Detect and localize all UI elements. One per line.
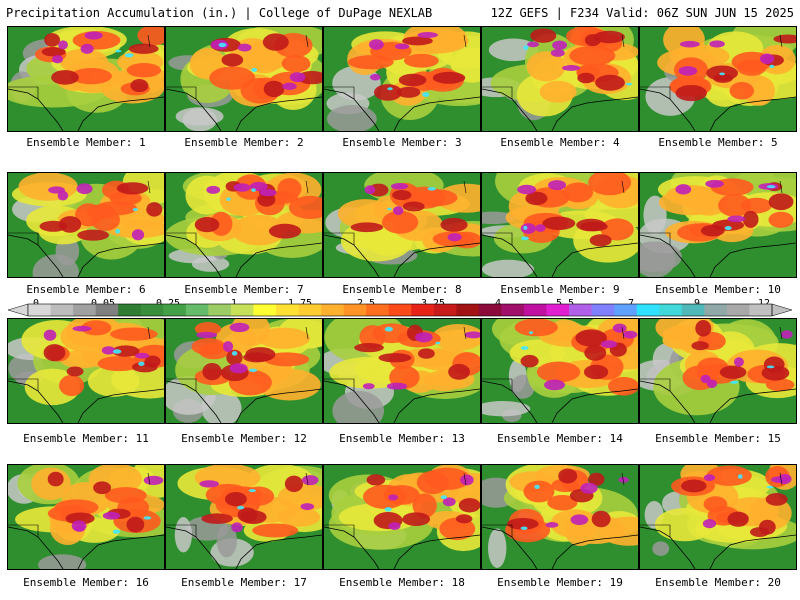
colorbar-segment [546,304,570,316]
ensemble-member-label: Ensemble Member: 10 [655,283,781,296]
ensemble-member-label: Ensemble Member: 14 [497,432,623,445]
colorbar-segment [230,304,254,316]
ensemble-panel-18 [323,464,481,570]
colorbar-segment [28,304,51,316]
ensemble-panel-11 [7,318,165,424]
colorbar-arrow-right [771,303,792,317]
colorbar-segment [185,304,209,316]
colorbar-segment [569,304,592,316]
colorbar-segment [366,304,390,316]
ensemble-panel-3 [323,26,481,132]
ensemble-panel-4 [481,26,639,132]
ensemble-panel-9 [481,172,639,278]
colorbar-tick-label: 1 [230,298,238,309]
colorbar-segment [50,304,74,316]
ensemble-member-label: Ensemble Member: 11 [23,432,149,445]
colorbar-segment [253,304,277,316]
colorbar-arrow-left [8,303,29,317]
ensemble-member-label: Ensemble Member: 12 [181,432,307,445]
ensemble-panel-13 [323,318,481,424]
ensemble-panel-5 [639,26,797,132]
colorbar-segment [208,304,232,316]
colorbar-segment [276,304,299,316]
colorbar-segment [140,304,164,316]
ensemble-panel-20 [639,464,797,570]
ensemble-member-label: Ensemble Member: 13 [339,432,465,445]
colorbar-tick-label: 2.5 [356,298,376,309]
ensemble-member-label: Ensemble Member: 3 [342,136,462,149]
ensemble-member-label: Ensemble Member: 20 [655,576,781,589]
ensemble-panel-12 [165,318,323,424]
ensemble-panel-10 [639,172,797,278]
ensemble-member-label: Ensemble Member: 5 [658,136,778,149]
ensemble-member-label: Ensemble Member: 19 [497,576,623,589]
colorbar-segment [614,304,638,316]
ensemble-panel-17 [165,464,323,570]
ensemble-member-label: Ensemble Member: 2 [184,136,304,149]
ensemble-panel-15 [639,318,797,424]
ensemble-panel-2 [165,26,323,132]
colorbar-segment [749,304,773,316]
colorbar-segment [456,304,480,316]
colorbar-tick-label: 7 [627,298,635,309]
colorbar-tick-label: 1.75 [287,298,313,309]
colorbar-segment [591,304,615,316]
ensemble-panel-14 [481,318,639,424]
ensemble-member-label: Ensemble Member: 15 [655,432,781,445]
ensemble-member-label: Ensemble Member: 8 [342,283,462,296]
colorbar-segment [726,304,750,316]
ensemble-panel-19 [481,464,639,570]
colorbar-segment [343,304,367,316]
colorbar-segment [501,304,525,316]
colorbar [8,303,792,317]
colorbar-segment [681,304,705,316]
ensemble-panel-7 [165,172,323,278]
colorbar-tick-label: 4 [494,298,502,309]
colorbar-segment [411,304,435,316]
colorbar-labels: 0 0.05 0.25 1 1.75 2.5 3.25 4 5.5 7 9 12 [0,298,800,310]
ensemble-panel-6 [7,172,165,278]
colorbar-tick-label: 0.25 [155,298,181,309]
colorbar-segment [704,304,728,316]
colorbar-segment [524,304,547,316]
colorbar-segment [73,304,96,316]
colorbar-tick-label: 5.5 [555,298,575,309]
ensemble-panel-16 [7,464,165,570]
ensemble-member-label: Ensemble Member: 1 [26,136,146,149]
chart-title: Precipitation Accumulation (in.) | Colle… [6,6,433,20]
ensemble-member-label: Ensemble Member: 18 [339,576,465,589]
colorbar-segment [478,304,502,316]
ensemble-member-label: Ensemble Member: 4 [500,136,620,149]
colorbar-tick-label: 9 [693,298,701,309]
ensemble-panel-8 [323,172,481,278]
ensemble-member-label: Ensemble Member: 17 [181,576,307,589]
colorbar-segment [659,304,683,316]
colorbar-tick-label: 0 [32,298,40,309]
colorbar-segment [95,304,119,316]
colorbar-tick-label: 12 [757,298,771,309]
ensemble-member-label: Ensemble Member: 9 [500,283,620,296]
ensemble-member-label: Ensemble Member: 7 [184,283,304,296]
colorbar-segment [298,304,322,316]
colorbar-tick-label: 3.25 [420,298,446,309]
ensemble-member-label: Ensemble Member: 16 [23,576,149,589]
colorbar-segment [636,304,660,316]
colorbar-segment [388,304,412,316]
colorbar-segment [321,304,344,316]
ensemble-member-label: Ensemble Member: 6 [26,283,146,296]
colorbar-tick-label: 0.05 [90,298,116,309]
colorbar-segment [163,304,187,316]
colorbar-segment [118,304,142,316]
colorbar-segment [433,304,457,316]
run-valid-time: 12Z GEFS | F234 Valid: 06Z SUN JUN 15 20… [490,6,794,20]
ensemble-panel-1 [7,26,165,132]
